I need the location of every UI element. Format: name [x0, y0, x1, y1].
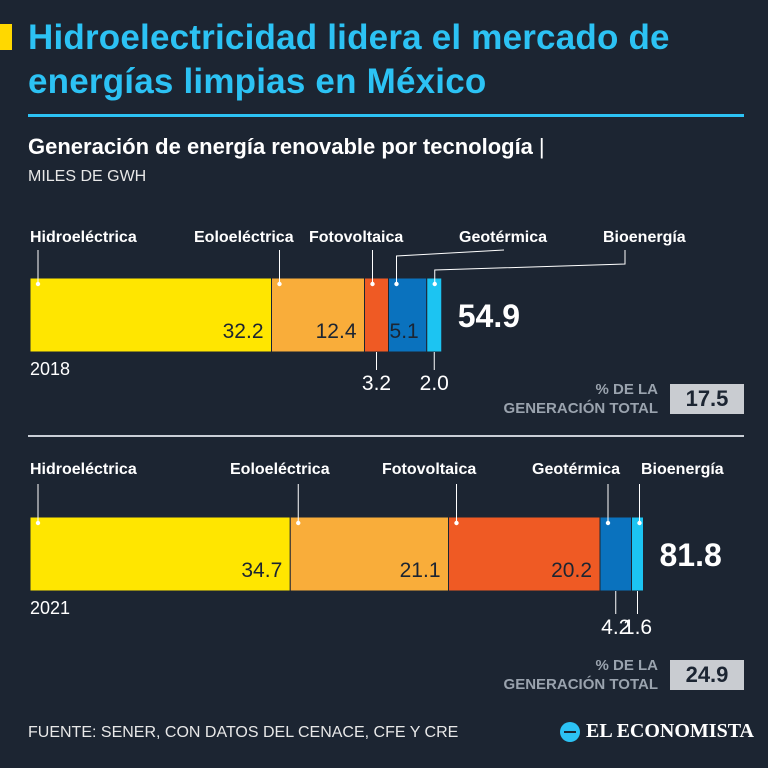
value-label-2021-fotovoltaica: 20.2	[551, 559, 592, 582]
leader-dot-2021-geotermica	[605, 520, 611, 526]
leader-dot-2018-geotermica	[394, 281, 399, 287]
page-title: Hidroelectricidad lidera el mercado de e…	[28, 18, 670, 101]
brand-icon	[560, 721, 580, 742]
total-label-2021: 81.8	[660, 537, 722, 573]
bar-2018-fotovoltaica	[364, 277, 389, 353]
pct-label-2018-line1: % DE LA	[595, 381, 658, 398]
category-label-2021-hidroelectrica: Hidroeléctrica	[30, 461, 137, 478]
source-note: FUENTE: SENER, CON DATOS DEL CENACE, CFE…	[28, 724, 459, 741]
unit-label: MILES DE GWH	[28, 168, 147, 185]
bar-2018-eoloelectrica	[271, 277, 365, 353]
leader-line-2018-geotermica	[396, 249, 505, 284]
leader-dot-2018-fotovoltaica	[370, 281, 375, 287]
value-label-2018-fotovoltaica: 3.2	[362, 372, 391, 395]
category-label-2018-geotermica: Geotérmica	[459, 229, 547, 246]
section-divider	[28, 435, 744, 437]
bar-2021-geotermica	[599, 516, 632, 592]
category-label-2018-bioenergia: Bioenergía	[603, 229, 686, 246]
pct-label-2018: % DE LA GENERACIÓN TOTAL	[488, 380, 658, 418]
pct-label-2021-line1: % DE LA	[595, 657, 658, 674]
leader-dot-2018-bioenergia	[432, 281, 437, 287]
leader-dot-2018-eoloelectrica	[277, 281, 282, 287]
total-label-2018: 54.9	[458, 298, 520, 334]
value-label-2021-bioenergia: 1.6	[623, 616, 652, 639]
chart-subtitle: Generación de energía renovable por tecn…	[28, 134, 545, 160]
leader-dot-2021-fotovoltaica	[454, 520, 459, 526]
bar-2021-hidroelectrica	[29, 516, 291, 592]
bar-2021-fotovoltaica	[448, 516, 601, 592]
category-label-2018-eoloelectrica: Eoloeléctrica	[194, 229, 294, 246]
bar-2018-bioenergia	[426, 277, 443, 353]
subtitle-separator: |	[538, 134, 545, 159]
title-accent-bar	[0, 24, 12, 50]
pct-label-2021: % DE LA GENERACIÓN TOTAL	[488, 656, 658, 694]
value-label-2021-geotermica: 4.2	[601, 616, 630, 639]
value-label-2018-bioenergia: 2.0	[420, 372, 449, 395]
pct-label-2021-line2: GENERACIÓN TOTAL	[503, 676, 658, 693]
category-label-2021-bioenergia: Bioenergía	[641, 461, 724, 478]
value-label-2018-geotermica: 5.1	[390, 320, 419, 343]
category-label-2018-fotovoltaica: Fotovoltaica	[309, 229, 403, 246]
leader-line-2018-bioenergia	[434, 250, 626, 284]
leader-dot-2021-hidroelectrica	[35, 520, 41, 526]
value-label-2021-eoloelectrica: 21.1	[400, 559, 441, 582]
leader-dot-2021-bioenergia	[637, 520, 642, 526]
category-label-2018-hidroelectrica: Hidroeléctrica	[30, 229, 137, 246]
brand-name: EL ECONOMISTA	[586, 720, 754, 742]
title-rule	[28, 114, 744, 117]
brand-logo: EL ECONOMISTA	[560, 720, 754, 743]
category-label-2021-geotermica: Geotérmica	[532, 461, 620, 478]
value-label-2018-hidroelectrica: 32.2	[223, 320, 264, 343]
bar-2018-hidroelectrica	[29, 277, 272, 353]
pct-value-2021: 24.9	[670, 660, 744, 690]
leader-dot-2018-hidroelectrica	[35, 281, 41, 287]
bar-2018-geotermica	[388, 277, 428, 353]
year-label-2018: 2018	[30, 359, 70, 379]
bar-2021-bioenergia	[631, 516, 644, 592]
category-label-2021-fotovoltaica: Fotovoltaica	[382, 461, 476, 478]
leader-dot-2021-eoloelectrica	[296, 520, 301, 526]
bar-2021-eoloelectrica	[289, 516, 449, 592]
pct-label-2018-line2: GENERACIÓN TOTAL	[503, 400, 658, 417]
subtitle-text: Generación de energía renovable por tecn…	[28, 134, 533, 159]
category-label-2021-eoloelectrica: Eoloeléctrica	[230, 461, 330, 478]
value-label-2021-hidroelectrica: 34.7	[241, 559, 282, 582]
pct-value-2018: 17.5	[670, 384, 744, 414]
value-label-2018-eoloelectrica: 12.4	[316, 320, 357, 343]
year-label-2021: 2021	[30, 598, 70, 618]
